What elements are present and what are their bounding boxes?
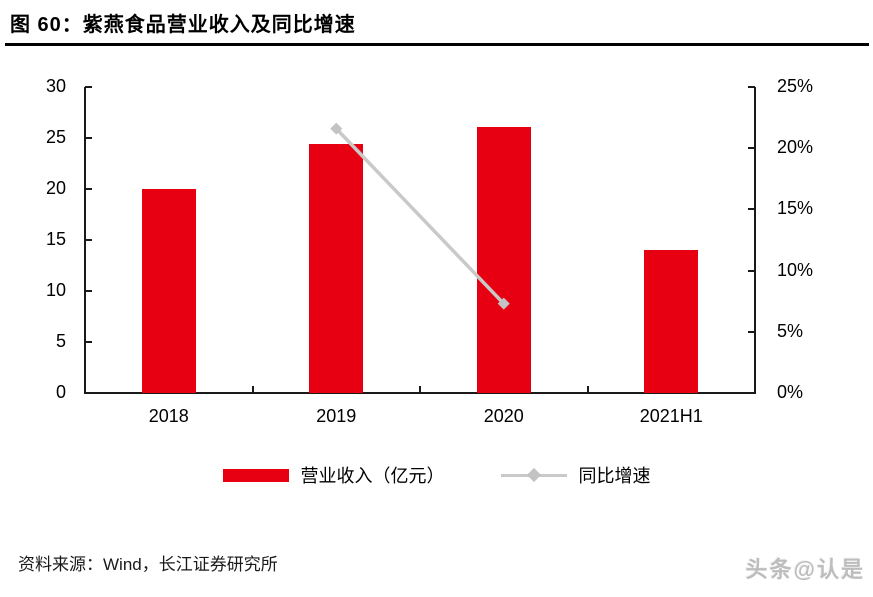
y-tick-label-left: 20 [45,178,66,198]
diamond-marker-icon [330,122,343,135]
revenue-bar-swatch-icon [222,468,289,482]
figure-title: 图 60：紫燕食品营业收入及同比增速 [10,14,356,36]
y-tick-label-right: 25% [777,76,814,96]
x-tick-label: 2019 [316,406,357,426]
legend-item-revenue: 营业收入（亿元） [222,462,445,488]
y-tick-label-left: 5 [55,331,66,351]
right-axis-tick [748,392,755,394]
y-tick-label-right: 10% [777,259,814,280]
legend-label-growth: 同比增速 [578,466,651,486]
left-axis-tick [85,239,92,241]
left-axis-tick [85,290,92,292]
y-tick-label-left: 0 [55,382,66,402]
right-axis-tick [748,269,755,272]
diamond-marker-icon [526,467,541,482]
category-axis-labels: 2018 2019 2020 2021H1 [85,397,755,431]
legend: 营业收入（亿元） 同比增速 [0,462,873,488]
y-tick-label-left: 15 [45,229,66,249]
y-tick-label-left: 30 [45,76,66,96]
revenue-bar [309,144,364,393]
right-axis-tick [748,330,755,333]
watermark: 头条@认是 [745,557,865,582]
left-axis-tick [85,392,92,394]
x-tick-label: 2020 [483,406,524,426]
title-divider [5,43,869,46]
y-tick-label-right: 15% [777,198,814,219]
plot-area [85,86,755,394]
x-axis-tick [251,386,254,393]
y-tick-label-right: 0% [777,382,804,402]
revenue-bar [141,189,196,393]
right-axis-tick [748,208,755,211]
legend-item-growth: 同比增速 [500,462,651,488]
y-tick-label-left: 10 [45,280,66,300]
left-axis-labels: 0 5 10 15 20 25 30 [0,76,72,402]
left-axis-tick [85,86,92,88]
revenue-bar [644,250,699,393]
y-tick-label-right: 20% [777,137,814,158]
left-axis-tick [85,137,92,139]
x-axis-tick [419,386,421,393]
right-axis-tick [748,86,755,88]
left-axis-tick [85,341,92,343]
x-axis-tick [586,386,589,393]
source-note: 资料来源：Wind，长江证券研究所 [18,555,278,574]
right-axis-tick [748,147,755,150]
x-tick-label: 2021H1 [639,406,703,426]
right-axis-labels: 0% 5% 10% 15% 20% 25% [767,76,867,402]
x-tick-label: 2018 [148,406,189,426]
growth-line-swatch-icon [500,467,567,482]
legend-label-revenue: 营业收入（亿元） [300,466,445,486]
right-axis-line [754,87,756,394]
y-tick-label-right: 5% [777,320,804,341]
y-tick-label-left: 25 [45,127,66,147]
revenue-bar [476,126,531,393]
bottom-axis-line [84,392,756,394]
left-axis-tick [85,188,92,190]
